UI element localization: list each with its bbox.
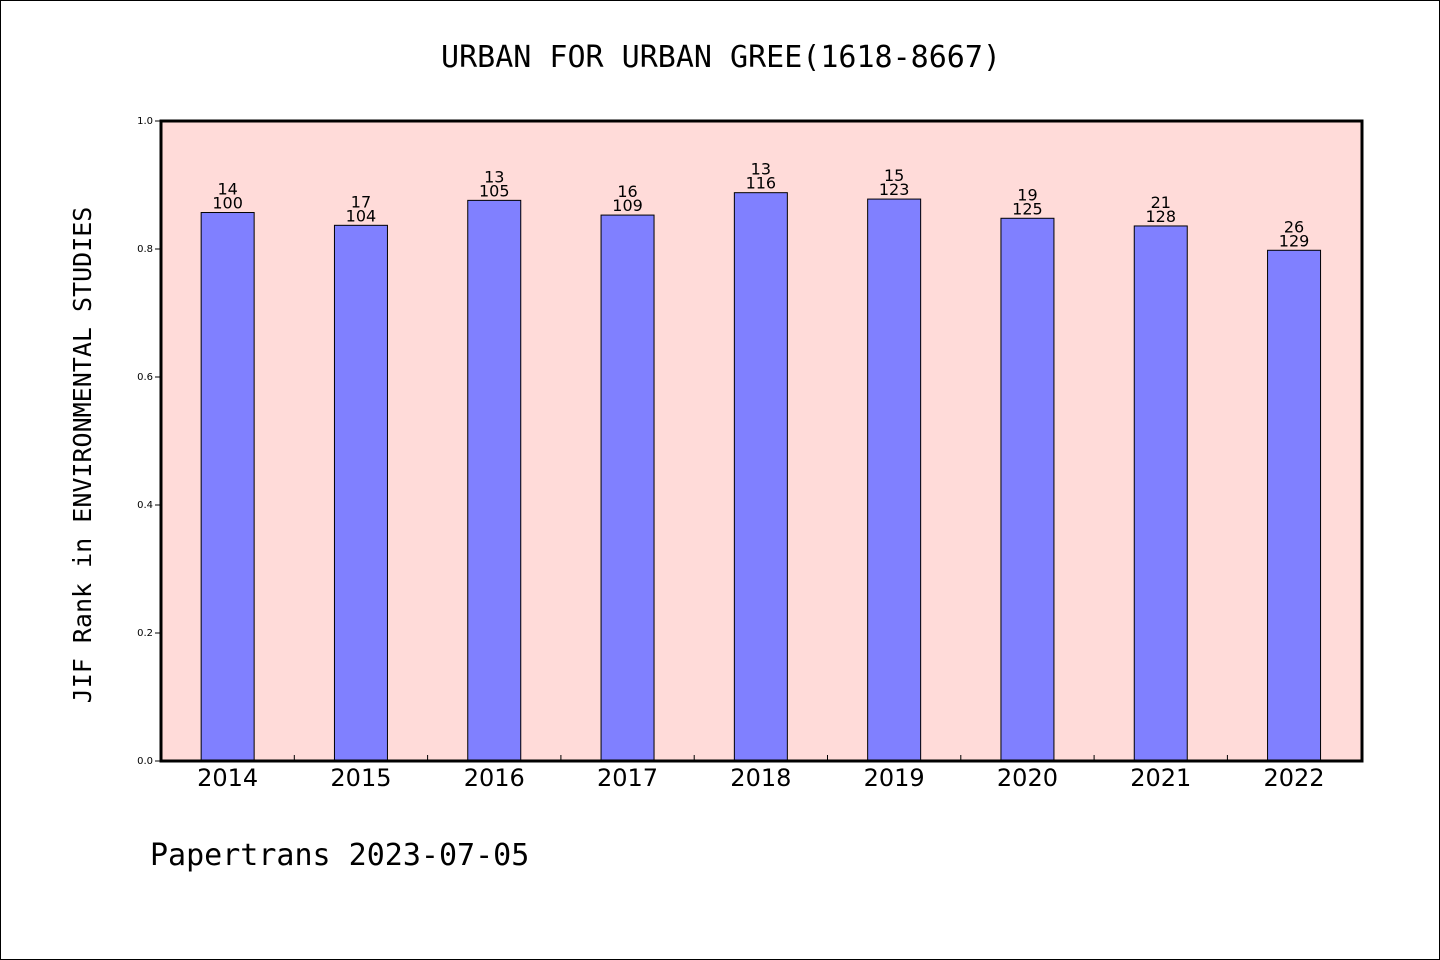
bar-total-label: 123 — [879, 180, 910, 199]
bar-2018 — [733, 192, 788, 762]
bar-rank-label: 26 — [1284, 217, 1304, 236]
y-tick-label: 0.6 — [137, 372, 153, 383]
watermark-text: Papertrans 2023-07-05 — [150, 838, 529, 873]
x-axis-ticks: 2014 2015 2016 2017 2018 2019 2020 2021 2022 — [197, 755, 1325, 792]
bar-rank-label: 19 — [1017, 185, 1037, 204]
bar-total-label: 116 — [746, 174, 777, 193]
bar-total-label: 104 — [346, 206, 377, 225]
bar-2021 — [1133, 225, 1188, 762]
bar-2020 — [1000, 217, 1055, 762]
y-tick-label: 0.0 — [137, 756, 153, 767]
x-tick-label: 2017 — [597, 764, 658, 792]
bar-2016 — [467, 199, 522, 762]
y-axis-ticks: 0.0 0.2 0.4 0.6 0.8 1.0 — [137, 116, 161, 767]
plot-frame — [159, 119, 1364, 763]
bar-total-label: 125 — [1012, 199, 1043, 218]
bar-rank-label: 17 — [351, 192, 371, 211]
chart-title: URBAN FOR URBAN GREE(1618-8667) — [441, 40, 1001, 75]
bar-2014 — [200, 212, 255, 762]
x-tick-label: 2019 — [864, 764, 925, 792]
x-tick-label: 2016 — [464, 764, 525, 792]
bar-2019 — [867, 198, 922, 762]
bars-group — [200, 192, 1322, 762]
y-tick-label: 0.4 — [137, 500, 153, 511]
x-tick-label: 2021 — [1130, 764, 1191, 792]
bar-total-label: 128 — [1145, 207, 1176, 226]
bar-total-label: 105 — [479, 181, 510, 200]
bar-rank-label: 13 — [484, 167, 504, 186]
x-tick-label: 2018 — [730, 764, 791, 792]
bar-rank-label: 21 — [1151, 193, 1171, 212]
x-tick-label: 2014 — [197, 764, 258, 792]
bar-total-label: 109 — [612, 196, 643, 215]
bar-total-label: 129 — [1279, 231, 1310, 250]
bar-2022 — [1267, 249, 1322, 762]
y-tick-label: 0.8 — [137, 244, 153, 255]
bar-rank-label: 13 — [751, 160, 771, 179]
bar-rank-label: 16 — [617, 182, 637, 201]
x-tick-label: 2020 — [997, 764, 1058, 792]
bar-2017 — [600, 214, 655, 762]
y-tick-label: 1.0 — [137, 116, 153, 127]
y-tick-label: 0.2 — [137, 628, 153, 639]
bar-total-label: 100 — [212, 194, 243, 213]
bar-2015 — [333, 224, 388, 762]
bar-rank-label: 15 — [884, 166, 904, 185]
bar-rank-label: 14 — [217, 180, 237, 199]
x-tick-label: 2022 — [1264, 764, 1325, 792]
x-tick-label: 2015 — [330, 764, 391, 792]
y-axis-label: JIF Rank in ENVIRONMENTAL STUDIES — [68, 207, 97, 704]
